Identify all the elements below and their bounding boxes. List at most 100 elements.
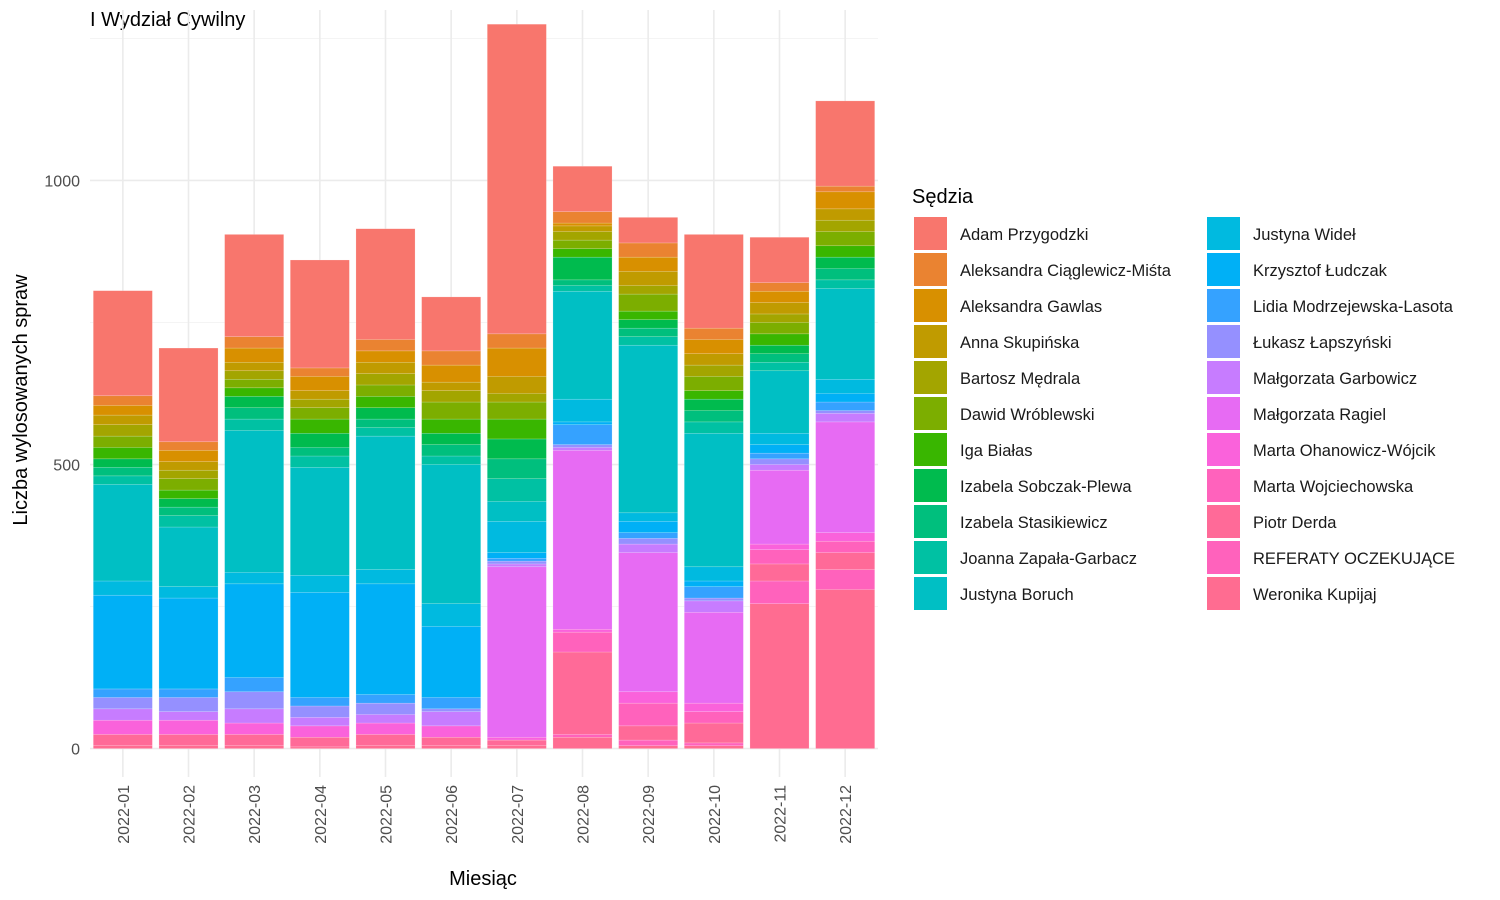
legend-key bbox=[914, 505, 947, 538]
bar-segment bbox=[618, 702, 678, 727]
legend-label: Krzysztof Łudczak bbox=[1253, 262, 1388, 280]
bar-segment bbox=[618, 512, 678, 522]
bar-segment bbox=[815, 413, 875, 423]
bar-segment bbox=[618, 532, 678, 539]
bar-segment bbox=[749, 603, 810, 749]
bar-segment bbox=[815, 393, 875, 403]
bar-segment bbox=[93, 580, 153, 596]
bar-segment bbox=[487, 478, 547, 502]
bar-segment bbox=[158, 489, 219, 499]
bar-segment bbox=[355, 396, 416, 408]
bar-segment bbox=[552, 447, 613, 451]
bar-segment bbox=[749, 302, 810, 315]
bar-segment bbox=[684, 433, 744, 568]
bar-segment bbox=[749, 353, 810, 363]
bar-segment bbox=[93, 688, 153, 698]
bar-segment bbox=[224, 234, 284, 337]
bar-segment bbox=[684, 597, 744, 602]
bar-segment bbox=[618, 552, 678, 693]
legend-label: Justyna Wideł bbox=[1253, 226, 1356, 244]
x-tick-label: 2022-02 bbox=[182, 785, 199, 844]
bar-segment bbox=[552, 165, 613, 212]
bar-segment bbox=[224, 407, 284, 420]
bar-segment bbox=[421, 603, 481, 627]
bar-segment bbox=[487, 438, 547, 460]
bar-segment bbox=[421, 418, 481, 434]
bar-segment bbox=[158, 697, 219, 712]
bar-segment bbox=[749, 543, 810, 550]
bar-segment bbox=[618, 310, 678, 320]
bar-segment bbox=[158, 745, 219, 749]
bar-segment bbox=[749, 580, 810, 604]
bar-segment bbox=[815, 410, 875, 414]
bar-segment bbox=[421, 711, 481, 727]
bar-segment bbox=[158, 441, 219, 451]
bar-segment bbox=[290, 259, 350, 369]
bar-segment bbox=[421, 725, 481, 738]
bar-segment bbox=[684, 586, 744, 599]
bar-segment bbox=[552, 444, 613, 448]
bar-segment bbox=[815, 219, 875, 232]
bar-segment bbox=[749, 290, 810, 303]
bar-segment bbox=[355, 569, 416, 585]
bar-segment bbox=[749, 344, 810, 354]
bar-segment bbox=[93, 405, 153, 416]
bar-segment bbox=[749, 370, 810, 434]
bar-segment bbox=[421, 364, 481, 383]
bar-segment bbox=[158, 719, 219, 735]
bar-segment bbox=[815, 540, 875, 553]
bar-segment bbox=[815, 589, 875, 749]
bar-segment bbox=[684, 339, 744, 354]
x-tick-label: 2022-08 bbox=[576, 785, 593, 844]
bar-segment bbox=[487, 558, 547, 562]
bar-segment bbox=[684, 376, 744, 391]
bar-segment bbox=[815, 401, 875, 411]
bar-segment bbox=[421, 626, 481, 698]
bar-segment bbox=[421, 433, 481, 445]
bar-segment bbox=[815, 421, 875, 533]
legend-label: Łukasz Łapszyński bbox=[1253, 334, 1392, 352]
bar-segment bbox=[618, 691, 678, 704]
bar-segment bbox=[684, 745, 744, 749]
bar-segment bbox=[93, 734, 153, 747]
bar-segment bbox=[815, 569, 875, 590]
bar-segment bbox=[618, 285, 678, 295]
legend-label: Justyna Boruch bbox=[960, 586, 1074, 604]
bar-segment bbox=[749, 452, 810, 460]
bar-segment bbox=[224, 347, 284, 363]
bar-segment bbox=[552, 211, 613, 224]
bar-segment bbox=[618, 336, 678, 346]
bar-segment bbox=[552, 285, 613, 292]
bar-segment bbox=[421, 464, 481, 604]
bar-segment bbox=[158, 506, 219, 516]
bar-segment bbox=[487, 739, 547, 747]
bar-segment bbox=[618, 745, 678, 749]
bar-segment bbox=[290, 467, 350, 576]
bar-segment bbox=[487, 333, 547, 349]
y-tick-label: 0 bbox=[71, 742, 80, 759]
bar-segment bbox=[158, 597, 219, 690]
bar-segment bbox=[93, 745, 153, 749]
legend-key bbox=[914, 289, 947, 322]
legend-key bbox=[1207, 541, 1240, 574]
bar-segment bbox=[749, 362, 810, 372]
bar-segment bbox=[684, 600, 744, 613]
bar-segment bbox=[749, 444, 810, 454]
y-tick-label: 500 bbox=[53, 458, 80, 475]
legend-key bbox=[914, 577, 947, 610]
bar-segment bbox=[290, 433, 350, 448]
bar-segment bbox=[487, 347, 547, 377]
bar-segment bbox=[421, 745, 481, 749]
legend-key bbox=[1207, 325, 1240, 358]
bar-segment bbox=[552, 631, 613, 653]
bar-segment bbox=[487, 552, 547, 559]
bar-segment bbox=[749, 563, 810, 582]
legend-label: Weronika Kupijaj bbox=[1253, 586, 1377, 604]
bar-segment bbox=[224, 370, 284, 380]
bar-segment bbox=[487, 23, 547, 335]
bar-segment bbox=[290, 407, 350, 420]
legend-key bbox=[1207, 361, 1240, 394]
bar-segment bbox=[552, 421, 613, 425]
legend-key bbox=[1207, 289, 1240, 322]
bar-segment bbox=[355, 228, 416, 340]
